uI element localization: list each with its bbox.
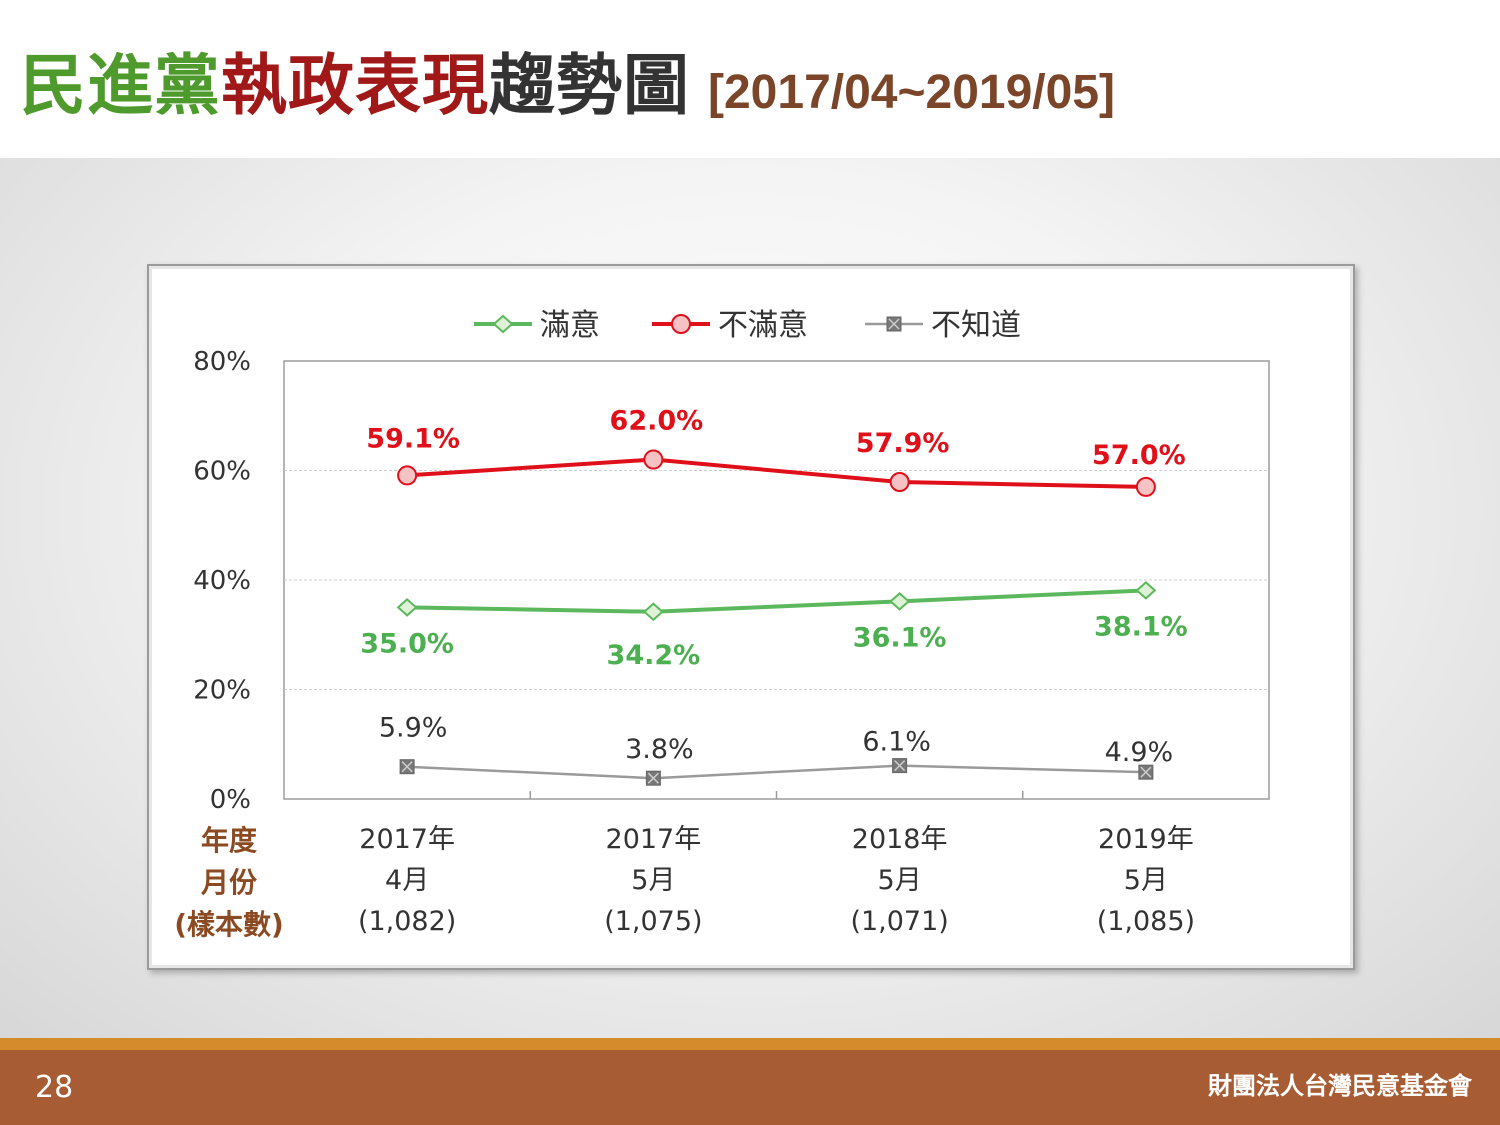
data-label: 5.9% (379, 713, 448, 744)
y-tick-label: 40% (193, 566, 251, 596)
x-category-label: (1,071) (850, 906, 948, 937)
data-point-marker (643, 449, 664, 470)
data-label: 62.0% (610, 406, 704, 437)
data-point-marker-cross (894, 760, 906, 772)
legend-marker (492, 314, 514, 334)
data-point-marker (1135, 581, 1157, 600)
data-label: 57.0% (1092, 440, 1186, 471)
data-point-marker (396, 598, 418, 617)
x-category-label: 2018年 (852, 824, 948, 855)
data-point-marker-cross (401, 761, 413, 773)
data-point-marker (397, 465, 418, 486)
y-tick-label: 80% (193, 347, 251, 377)
data-label: 59.1% (366, 423, 460, 454)
data-label: 3.8% (625, 734, 694, 765)
title-part-2: 黨 (154, 47, 221, 124)
title-part-1: 民進 (20, 47, 154, 124)
series-line-不滿意 (406, 457, 1146, 489)
y-tick-label: 60% (193, 457, 251, 487)
data-label: 57.9% (856, 428, 950, 459)
data-label: 36.1% (853, 622, 947, 653)
x-category-label: 5月 (631, 865, 675, 896)
legend-label: 滿意 (540, 308, 600, 343)
x-category-label: 2017年 (359, 824, 455, 855)
trend-line-chart: 0% 20% 40% 60% 80% 2017年 4月 (1,082) 2017年 5月 (1,07… (174, 308, 1270, 941)
x-category-label: 5月 (878, 865, 922, 896)
row-header-label: 月份 (200, 866, 257, 899)
x-category-label: (1,082) (358, 906, 456, 937)
series-line-滿意 (407, 588, 1146, 614)
footer-bar (0, 1050, 1500, 1125)
title-part-3: 執政表現 (221, 47, 489, 124)
x-category-label: (1,075) (604, 906, 702, 937)
legend-marker (671, 314, 691, 334)
y-tick-label: 0% (210, 785, 251, 815)
x-category-label: 5月 (1124, 865, 1168, 896)
y-tick-label: 20% (193, 676, 251, 706)
x-category-label: 2017年 (606, 824, 702, 855)
title-date-range: [2017/04~2019/05] (708, 66, 1116, 119)
legend-label: 不滿意 (718, 308, 808, 343)
data-point-marker-cross (1140, 766, 1152, 778)
organization-name: 財團法人台灣民意基金會 (1208, 1072, 1472, 1100)
series-line-不知道 (407, 764, 1146, 780)
title-bar: 民進黨執政表現趨勢圖 [2017/04~2019/05] (0, 0, 1500, 158)
page-number: 28 (35, 1070, 74, 1105)
page-title: 民進黨執政表現趨勢圖 [2017/04~2019/05] (20, 44, 1115, 135)
data-label: 38.1% (1094, 611, 1188, 642)
data-point-marker (1135, 476, 1156, 497)
chart-frame: 0% 20% 40% 60% 80% 2017年 4月 (1,082) 2017年 5月 (1,07… (147, 264, 1355, 970)
row-header-label: (樣本數) (174, 908, 284, 941)
data-point-marker-cross (647, 772, 659, 784)
footer-accent-line (0, 1038, 1500, 1050)
row-header-label: 年度 (201, 824, 257, 857)
x-category-label: 2019年 (1098, 824, 1194, 855)
data-point-marker (889, 471, 910, 492)
data-label: 6.1% (862, 727, 931, 758)
data-label: 35.0% (360, 628, 454, 659)
data-label: 34.2% (607, 640, 701, 671)
data-point-marker (642, 602, 664, 622)
data-point-marker (889, 592, 911, 611)
legend-marker-cross (888, 318, 900, 330)
x-category-label: (1,085) (1097, 906, 1195, 937)
x-category-label: 4月 (385, 865, 429, 896)
data-label: 4.9% (1105, 737, 1174, 768)
title-part-4: 趨勢圖 (489, 47, 690, 124)
legend-label: 不知道 (931, 308, 1021, 343)
